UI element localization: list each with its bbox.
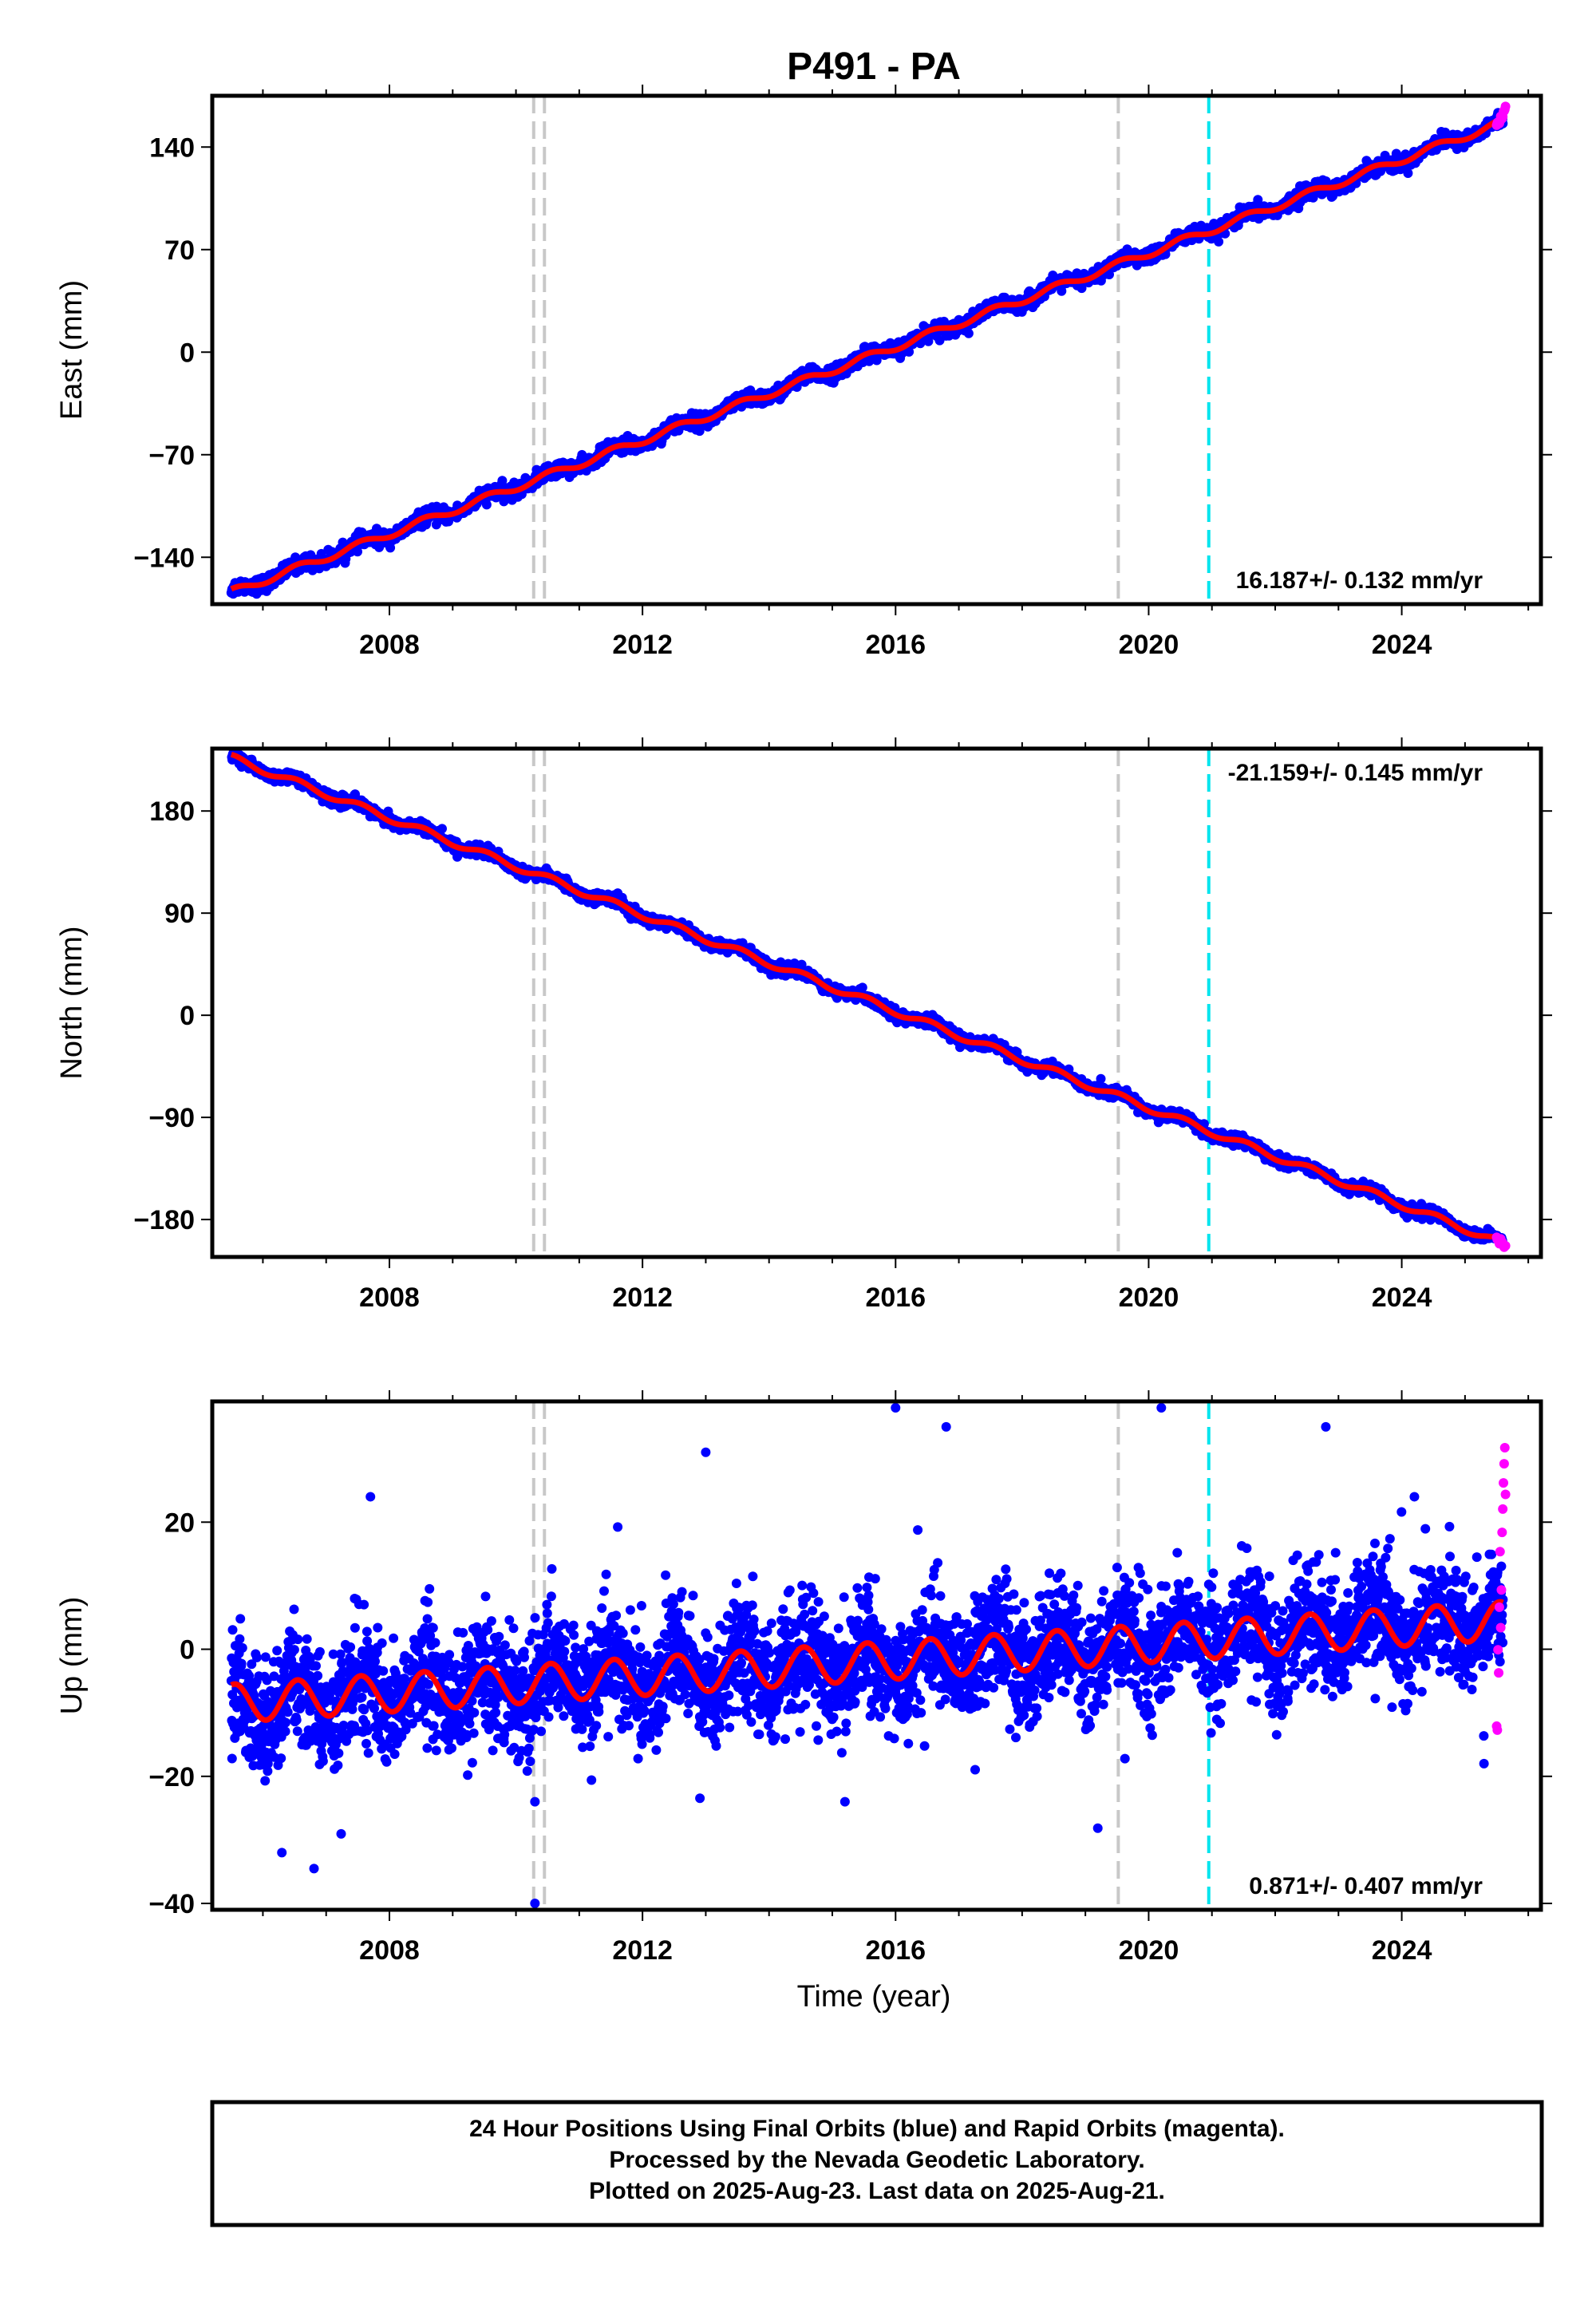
y-tick-label: −140: [133, 543, 195, 573]
plot-area: [227, 749, 1511, 1257]
y-tick-label: −70: [148, 441, 195, 471]
data-point: [857, 982, 867, 993]
data-point: [437, 824, 447, 834]
x-tick-label: 2024: [1372, 630, 1432, 660]
data-point: [1104, 270, 1114, 279]
rapid-point: [1500, 101, 1511, 112]
y-tick-label: 70: [164, 235, 195, 266]
y-tick-label: 0: [180, 338, 195, 368]
panel-east: 2008 2012 2016 2020 2024 −140 −70 0 70 140 East (m…: [55, 85, 1552, 660]
x-tick-label: 2008: [359, 630, 420, 660]
x-tick-label: 2012: [612, 630, 673, 660]
data-point: [1403, 168, 1413, 178]
model-fit-line: [230, 116, 1504, 592]
velocity-label: 16.187+/- 0.132 mm/yr: [1236, 567, 1483, 594]
data-point: [481, 500, 492, 510]
data-point: [963, 328, 974, 338]
panel-frame: [210, 93, 1543, 607]
data-point: [1214, 236, 1224, 247]
plot-area: [226, 96, 1511, 604]
rapid-orbit-points: [1491, 101, 1511, 130]
y-axis-label: East (mm): [55, 280, 89, 420]
y-tick-label: 140: [149, 132, 195, 163]
x-tick-label: 2020: [1119, 630, 1179, 660]
data-point: [1096, 1073, 1106, 1084]
x-tick-label: 2016: [865, 630, 926, 660]
figure-title: P491 - PA: [787, 45, 961, 88]
